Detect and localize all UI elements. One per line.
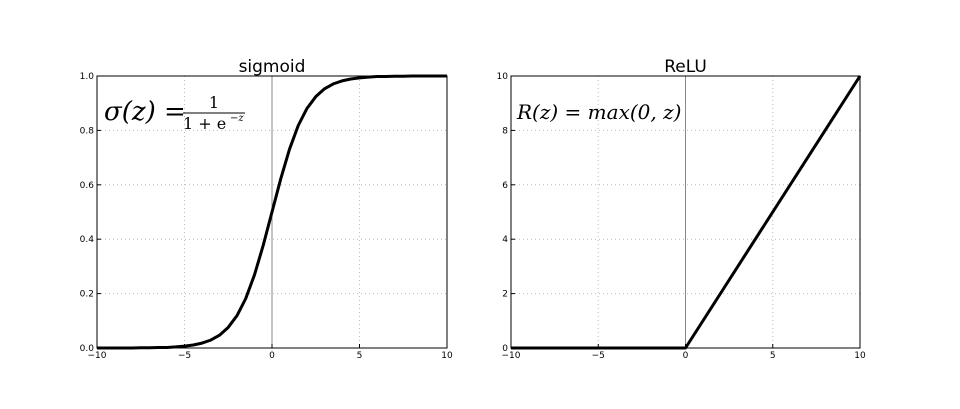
chart-title: ReLU (664, 57, 707, 77)
formula-numerator: 1 (209, 93, 219, 112)
y-tick-label: 0 (502, 344, 508, 354)
formula: R(z) = max(0, z) (516, 100, 681, 124)
x-tick-label: −10 (88, 351, 107, 361)
x-tick-label: −10 (502, 351, 521, 361)
y-tick-label: 0.8 (80, 126, 95, 136)
y-tick-label: 2 (502, 290, 508, 300)
x-tick-label: 10 (854, 351, 866, 361)
y-tick-label: 0.6 (80, 181, 95, 191)
y-tick-label: 10 (497, 72, 509, 82)
y-tick-label: 4 (502, 235, 508, 245)
x-tick-label: 5 (770, 351, 776, 361)
x-tick-label: 0 (269, 351, 275, 361)
y-tick-label: 1.0 (80, 72, 95, 82)
y-tick-label: 0.2 (80, 290, 94, 300)
x-tick-label: 10 (441, 351, 453, 361)
y-tick-label: 6 (502, 181, 508, 191)
axes-frame (96, 75, 448, 349)
y-tick-label: 0.4 (80, 235, 95, 245)
axes-frame (510, 75, 861, 349)
y-tick-label: 0.0 (80, 344, 95, 354)
x-tick-label: −5 (178, 351, 191, 361)
chart-title: sigmoid (239, 57, 306, 77)
x-tick-label: 5 (357, 351, 363, 361)
y-tick-label: 8 (502, 126, 508, 136)
x-tick-label: 0 (683, 351, 689, 361)
x-tick-label: −5 (592, 351, 605, 361)
formula-denominator: 1 + e (183, 114, 226, 133)
formula-exponent: −z (230, 113, 244, 124)
formula-lhs: σ(z) = (104, 97, 186, 127)
